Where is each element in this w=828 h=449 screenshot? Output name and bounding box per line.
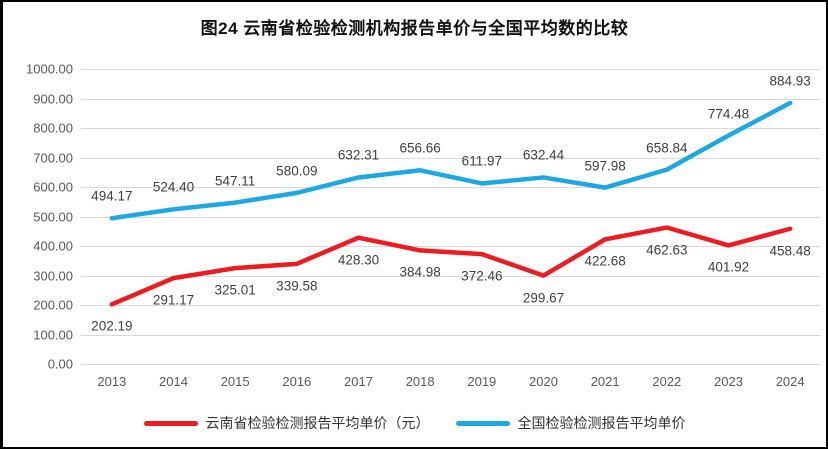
legend-item-national: 全国检验检测报告平均单价 xyxy=(455,413,686,433)
x-axis-tick-label: 2014 xyxy=(159,374,188,389)
gridline xyxy=(81,187,821,188)
chart-title: 图24 云南省检验检测机构报告单价与全国平均数的比较 xyxy=(200,19,629,38)
data-label: 884.93 xyxy=(769,73,811,89)
y-axis-tick-label: 1000.00 xyxy=(26,61,73,77)
data-label: 774.48 xyxy=(707,106,750,122)
gridline xyxy=(81,69,821,70)
gridline xyxy=(81,305,821,306)
y-axis-tick-label: 200.00 xyxy=(33,297,73,313)
gridline xyxy=(81,216,821,218)
x-axis-tick-label: 2023 xyxy=(714,374,743,389)
y-axis-tick-label: 500.00 xyxy=(33,209,73,224)
data-label: 458.48 xyxy=(769,243,811,259)
data-label: 658.84 xyxy=(646,140,688,156)
x-axis-tick-label: 2020 xyxy=(529,374,558,389)
legend-item-yunnan: 云南省检验检测报告平均单价（元） xyxy=(143,413,430,433)
data-label: 339.58 xyxy=(276,278,318,294)
data-label: 580.09 xyxy=(276,163,318,179)
data-label: 656.66 xyxy=(399,140,441,156)
x-axis-tick-label: 2022 xyxy=(652,374,682,389)
y-axis-tick-label: 0.00 xyxy=(47,356,73,372)
data-label: 384.98 xyxy=(399,264,441,280)
x-axis-tick-label: 2015 xyxy=(220,374,250,389)
x-axis-tick-label: 2021 xyxy=(590,374,620,389)
y-axis-tick-label: 400.00 xyxy=(33,238,73,254)
data-label: 372.46 xyxy=(461,268,503,284)
data-label: 291.17 xyxy=(152,292,195,308)
data-label: 202.19 xyxy=(91,318,133,334)
gridline xyxy=(81,128,821,129)
x-axis-tick-label: 2016 xyxy=(282,374,312,389)
y-axis-tick-label: 900.00 xyxy=(33,91,73,106)
y-axis-tick-label: 600.00 xyxy=(33,179,73,195)
data-label: 494.17 xyxy=(91,188,133,204)
legend: 云南省检验检测报告平均单价（元） 全国检验检测报告平均单价 xyxy=(3,413,826,433)
data-label: 597.98 xyxy=(584,158,626,174)
gridline xyxy=(81,364,821,365)
gridline xyxy=(81,98,821,100)
yunnan-line-swatch xyxy=(143,420,198,426)
y-axis-tick-label: 300.00 xyxy=(33,268,73,283)
data-label: 547.11 xyxy=(215,173,256,189)
gridline xyxy=(81,275,821,277)
data-label: 428.30 xyxy=(337,252,380,268)
x-axis-tick-label: 2017 xyxy=(344,374,373,389)
data-label: 462.63 xyxy=(646,242,688,258)
data-label: 611.97 xyxy=(461,153,502,169)
legend-label-yunnan: 云南省检验检测报告平均单价（元） xyxy=(205,415,430,431)
series-line xyxy=(109,100,793,221)
data-label: 632.44 xyxy=(522,147,565,163)
y-axis-tick-label: 800.00 xyxy=(33,120,73,136)
gridline xyxy=(81,246,821,247)
series-lines xyxy=(109,100,793,307)
x-axis-tick-label: 2013 xyxy=(97,374,127,389)
gridline xyxy=(81,334,821,336)
plot-area: 0.00 100.00 200.00 300.00 400.00 500.00 600.00… xyxy=(3,2,826,447)
data-label: 325.01 xyxy=(214,282,256,298)
x-axis-tick-label: 2018 xyxy=(405,374,435,389)
y-axis-tick-label: 100.00 xyxy=(33,327,73,342)
series-line xyxy=(109,225,793,307)
x-axis-tick-label: 2019 xyxy=(467,374,497,389)
data-label: 299.67 xyxy=(522,290,565,306)
data-label: 524.40 xyxy=(152,179,195,195)
legend-label-national: 全国检验检测报告平均单价 xyxy=(517,415,686,431)
data-label: 632.31 xyxy=(337,147,380,163)
x-axis-tick-label: 2024 xyxy=(775,374,805,389)
data-label: 401.92 xyxy=(707,259,750,275)
data-label: 422.68 xyxy=(584,253,626,269)
gridline xyxy=(81,157,821,159)
national-line-swatch xyxy=(455,420,510,426)
y-axis-tick-label: 700.00 xyxy=(33,150,73,165)
